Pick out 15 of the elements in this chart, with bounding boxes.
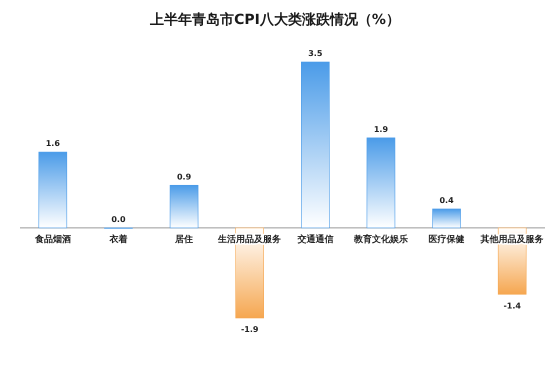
x-tick-label: 教育文化娱乐	[352, 232, 408, 245]
data-label: 3.5	[308, 49, 323, 58]
data-label: 1.6	[46, 139, 60, 148]
x-tick-label: 医疗保健	[428, 234, 465, 245]
data-label: -1.4	[503, 301, 522, 310]
data-label: 0.9	[176, 172, 192, 182]
data-label: 0.0	[111, 214, 126, 224]
chart-title: 上半年青岛市CPI八大类涨跌情况（%）	[149, 11, 400, 28]
data-label: 0.4	[439, 196, 454, 205]
data-label: 1.9	[374, 124, 388, 134]
data-label: -1.9	[240, 325, 259, 334]
x-tick-label: 交通通信	[296, 234, 334, 245]
x-tick-label: 食品烟酒	[34, 234, 71, 245]
x-tick-label: 居住	[174, 234, 194, 245]
x-tick-label: 衣着	[108, 234, 128, 245]
